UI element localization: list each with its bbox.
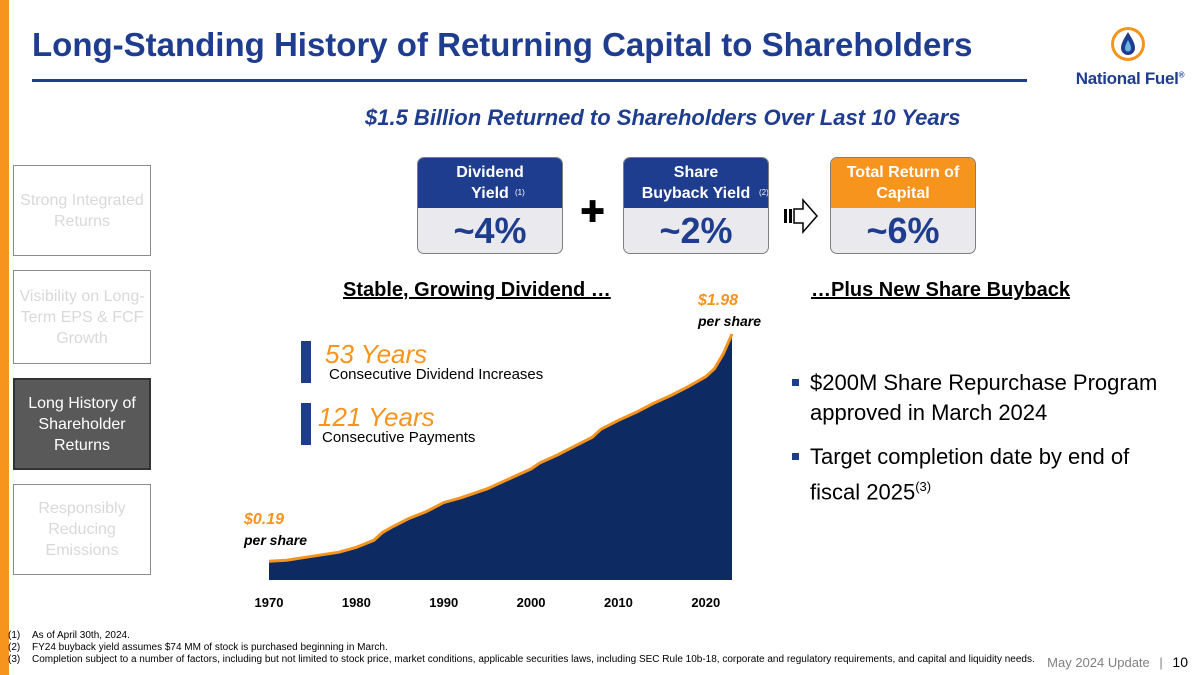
footnote-marker: (1)	[515, 188, 525, 197]
x-tick-label: 1990	[429, 595, 458, 610]
footer-separator: |	[1159, 655, 1163, 670]
footnote-1: (1) As of April 30th, 2024.	[8, 630, 130, 641]
x-tick-label: 1980	[342, 595, 371, 610]
plus-icon: ✚	[580, 196, 606, 229]
share-buyback-yield-label: Share Buyback Yield (2)	[624, 158, 768, 208]
consecutive-increases-years: 53 Years	[325, 339, 428, 369]
x-tick-label: 2010	[604, 595, 633, 610]
footnote-3: (3) Completion subject to a number of fac…	[8, 654, 1035, 665]
total-return-label: Total Return of Capital	[831, 158, 975, 208]
footer: May 2024 Update | 10	[1047, 654, 1188, 670]
logo-text: National Fuel®	[1075, 69, 1185, 88]
stat-accent-bar	[301, 403, 311, 445]
end-dividend-value: $1.98	[698, 292, 739, 309]
start-dividend-value: $0.19	[244, 511, 285, 528]
national-fuel-logo: National Fuel®	[1070, 26, 1190, 96]
dividend-history-chart: 1970 1980 1990 2000 2010 2020	[255, 333, 734, 610]
consecutive-payments-years: 121 Years	[318, 402, 435, 432]
consecutive-payments-label: Consecutive Payments	[322, 429, 476, 446]
end-dividend-unit: per share	[698, 313, 762, 329]
footer-date: May 2024 Update	[1047, 655, 1150, 670]
bullet-target-completion: Target completion date by end of fiscal …	[790, 442, 1170, 507]
subtitle: $1.5 Billion Returned to Shareholders Ov…	[365, 105, 961, 130]
dividend-line	[268, 333, 734, 563]
dividend-yield-label: Dividend Yield (1)	[418, 158, 562, 208]
arrow-right-icon	[784, 198, 818, 234]
start-dividend-unit: per share	[244, 532, 308, 548]
sidebar-item-visibility-eps-fcf[interactable]: Visibility on Long-Term EPS & FCF Growth	[13, 270, 151, 364]
dividend-area	[269, 334, 732, 580]
sidebar-item-strong-integrated-returns[interactable]: Strong Integrated Returns	[13, 165, 151, 256]
total-return-box: Total Return of Capital ~6%	[830, 157, 976, 254]
bullet-repurchase-program: $200M Share Repurchase Program approved …	[790, 368, 1170, 428]
dividend-section-header: Stable, Growing Dividend …	[343, 279, 611, 301]
flame-drop-icon	[1111, 27, 1145, 61]
footnote-marker: (2)	[759, 188, 769, 197]
sidebar-item-shareholder-returns[interactable]: Long History of Shareholder Returns	[13, 378, 151, 470]
page-title: Long-Standing History of Returning Capit…	[32, 26, 973, 63]
buyback-bullet-list: $200M Share Repurchase Program approved …	[790, 368, 1170, 521]
sidebar-item-reducing-emissions[interactable]: Responsibly Reducing Emissions	[13, 484, 151, 575]
buyback-section-header: …Plus New Share Buyback	[811, 279, 1070, 301]
consecutive-increases-label: Consecutive Dividend Increases	[329, 366, 544, 383]
footnotes: (1) As of April 30th, 2024. (2) FY24 buyba…	[8, 630, 1035, 666]
x-tick-label: 2020	[691, 595, 720, 610]
stat-accent-bar	[301, 341, 311, 383]
left-accent-bar	[0, 0, 9, 675]
dividend-yield-box: Dividend Yield (1) ~4%	[417, 157, 563, 254]
x-tick-label: 2000	[517, 595, 546, 610]
title-underline	[32, 79, 1027, 82]
footnote-2: (2) FY24 buyback yield assumes $74 MM of …	[8, 642, 388, 653]
share-buyback-yield-value: ~2%	[659, 209, 733, 251]
total-return-value: ~6%	[866, 209, 940, 251]
share-buyback-yield-box: Share Buyback Yield (2) ~2%	[623, 157, 769, 254]
page-number: 10	[1172, 654, 1188, 670]
x-tick-label: 1970	[255, 595, 284, 610]
dividend-yield-value: ~4%	[453, 209, 527, 251]
